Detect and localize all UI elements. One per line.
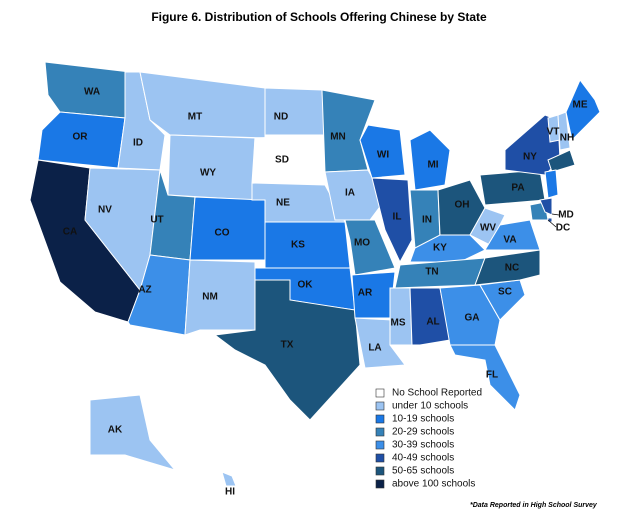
state-label: AR [358, 288, 373, 299]
state-label: SC [498, 287, 512, 298]
legend-label: 20-29 schools [392, 427, 454, 438]
state-shape [484, 219, 541, 251]
state-label: PA [511, 183, 524, 194]
state-label: WV [480, 223, 496, 234]
legend-swatch [375, 440, 385, 450]
state-label: DC [556, 223, 570, 234]
legend-swatch [375, 401, 385, 411]
state-label: IN [422, 215, 432, 226]
state-shape [213, 279, 361, 421]
state-label: MN [330, 132, 346, 143]
title: Figure 6. Distribution of Schools Offeri… [151, 10, 487, 24]
state-label: LA [368, 343, 381, 354]
state-label: VA [503, 235, 516, 246]
state-shape [37, 111, 126, 169]
state-shape [544, 169, 559, 199]
state-label: FL [486, 370, 498, 381]
northeast-small-states [539, 149, 576, 216]
legend-swatch [375, 466, 385, 476]
state-label: CO [215, 228, 230, 239]
state-shape [321, 89, 376, 173]
state-shape [409, 129, 451, 191]
state-label: IL [393, 212, 402, 223]
state-label: GA [465, 313, 480, 324]
state-label: NH [560, 133, 574, 144]
state-label: AZ [138, 285, 151, 296]
state-shape [469, 207, 506, 246]
state-label: WY [200, 168, 216, 179]
state-label: MO [354, 238, 370, 249]
state-shape [449, 344, 521, 411]
state-label: AL [426, 317, 439, 328]
state-shape [221, 471, 237, 487]
state-shape [547, 149, 576, 173]
state-shape [474, 249, 541, 286]
state-label: SD [275, 155, 289, 166]
state-label: MD [558, 210, 574, 221]
legend-label: 50-65 schools [392, 466, 454, 477]
footnote: *Data Reported in High School Survey [470, 502, 598, 509]
state-shape [394, 257, 486, 289]
state-label: VT [547, 127, 560, 138]
state-label: OR [73, 132, 89, 143]
state-shape [539, 197, 553, 216]
state-label: MT [188, 112, 202, 123]
legend-swatch [375, 479, 385, 489]
state-label: UT [150, 215, 163, 226]
state-label: MS [391, 318, 406, 329]
state-label: NV [98, 205, 112, 216]
leader-line [547, 219, 557, 228]
state-label: ND [274, 112, 288, 123]
state-shape [439, 284, 501, 346]
legend-label: 40-49 schools [392, 453, 454, 464]
legend-swatch [375, 427, 385, 437]
state-label: NM [202, 292, 218, 303]
state-label: NC [505, 263, 519, 274]
state-label: HI [225, 487, 235, 498]
state-shape [557, 111, 571, 151]
state-label: KY [433, 243, 447, 254]
leader-line [551, 213, 560, 216]
state-label: IA [345, 188, 355, 199]
state-label: WI [377, 150, 389, 161]
state-shape [389, 287, 413, 346]
legend-label: 30-39 schools [392, 440, 454, 451]
state-label: WA [84, 87, 100, 98]
state-label: AK [108, 425, 123, 436]
state-shape [264, 221, 351, 269]
state-label: KS [291, 240, 305, 251]
legend-label: 10-19 schools [392, 414, 454, 425]
legend-swatch [375, 453, 385, 463]
state-label: OK [298, 280, 314, 291]
state-shape [565, 79, 601, 142]
state-label: MI [427, 160, 438, 171]
state-shape [409, 287, 451, 346]
legend-label: under 10 schools [392, 401, 468, 412]
state-shape [89, 394, 177, 471]
state-label: OH [455, 200, 470, 211]
legend-label: above 100 schools [392, 479, 475, 490]
state-shape [371, 177, 413, 264]
state-shape [344, 219, 396, 276]
state-label: ME [573, 100, 588, 111]
state-label: CA [63, 227, 77, 238]
state-label: NE [276, 198, 290, 209]
state-label: ID [133, 138, 143, 149]
state-label: TN [425, 267, 438, 278]
legend-swatch [375, 388, 385, 398]
legend-swatch [375, 414, 385, 424]
state-shape [354, 317, 406, 369]
state-label: NY [523, 152, 537, 163]
state-shape [324, 169, 386, 221]
state-label: TX [281, 340, 294, 351]
legend-label: No School Reported [392, 388, 482, 399]
state-shape [359, 124, 406, 179]
state-shape [184, 259, 256, 336]
